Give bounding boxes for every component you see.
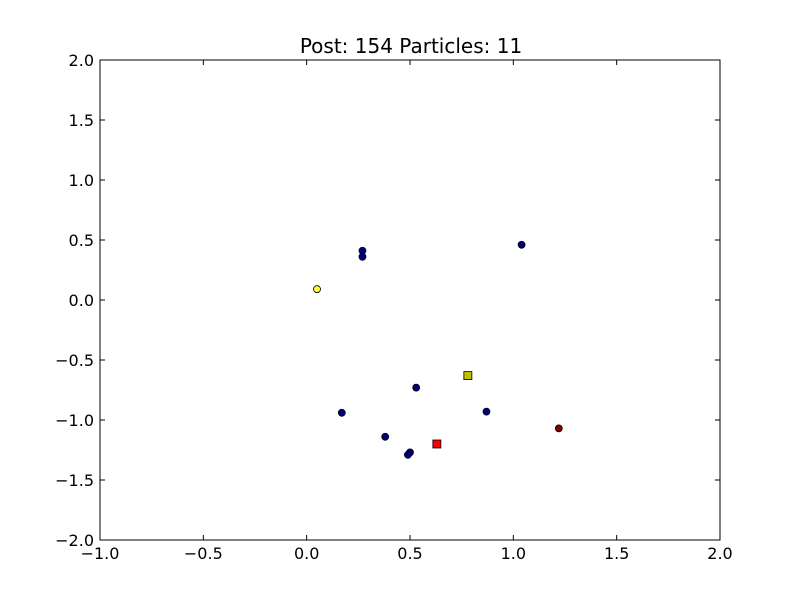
y-tick-label: −1.5 — [55, 471, 94, 490]
particle-marker — [482, 407, 491, 416]
square-marker — [463, 371, 473, 381]
x-tick-label: 0.0 — [294, 544, 319, 563]
particle-marker — [381, 432, 390, 441]
axis-ticks — [99, 59, 721, 541]
x-tick-label: −0.5 — [184, 544, 223, 563]
y-tick-label: −0.5 — [55, 351, 94, 370]
x-tick-label: 2.0 — [707, 544, 732, 563]
y-tick-label: 1.0 — [69, 171, 94, 190]
particle-marker — [313, 285, 321, 294]
y-tick-label: 0.5 — [69, 231, 94, 250]
particle-marker — [412, 383, 421, 392]
particle-marker — [404, 450, 412, 459]
y-tick-label: 1.5 — [69, 111, 94, 130]
y-tick-label: −2.0 — [55, 531, 94, 550]
particle-marker — [337, 408, 346, 417]
particle-marker — [554, 424, 563, 433]
x-tick-label: −1.0 — [81, 544, 120, 563]
y-tick-label: −1.0 — [55, 411, 94, 430]
axis-tick-labels: −1.0 −0.5 0.0 0.5 1.0 1.5 2.0 2.0 1.5 1.0 0.5 0.0 −0… — [55, 51, 733, 563]
particle-marker — [517, 240, 526, 249]
particle-marker — [358, 252, 367, 261]
plot-frame — [99, 59, 721, 541]
chart-title: Post: 154 Particles: 11 — [300, 34, 522, 58]
x-tick-label: 1.5 — [604, 544, 629, 563]
x-tick-label: 1.0 — [501, 544, 526, 563]
square-marker — [432, 439, 442, 449]
x-tick-label: 0.5 — [397, 544, 422, 563]
y-tick-label: 2.0 — [69, 51, 94, 70]
y-tick-label: 0.0 — [69, 291, 94, 310]
data-markers — [313, 240, 563, 459]
